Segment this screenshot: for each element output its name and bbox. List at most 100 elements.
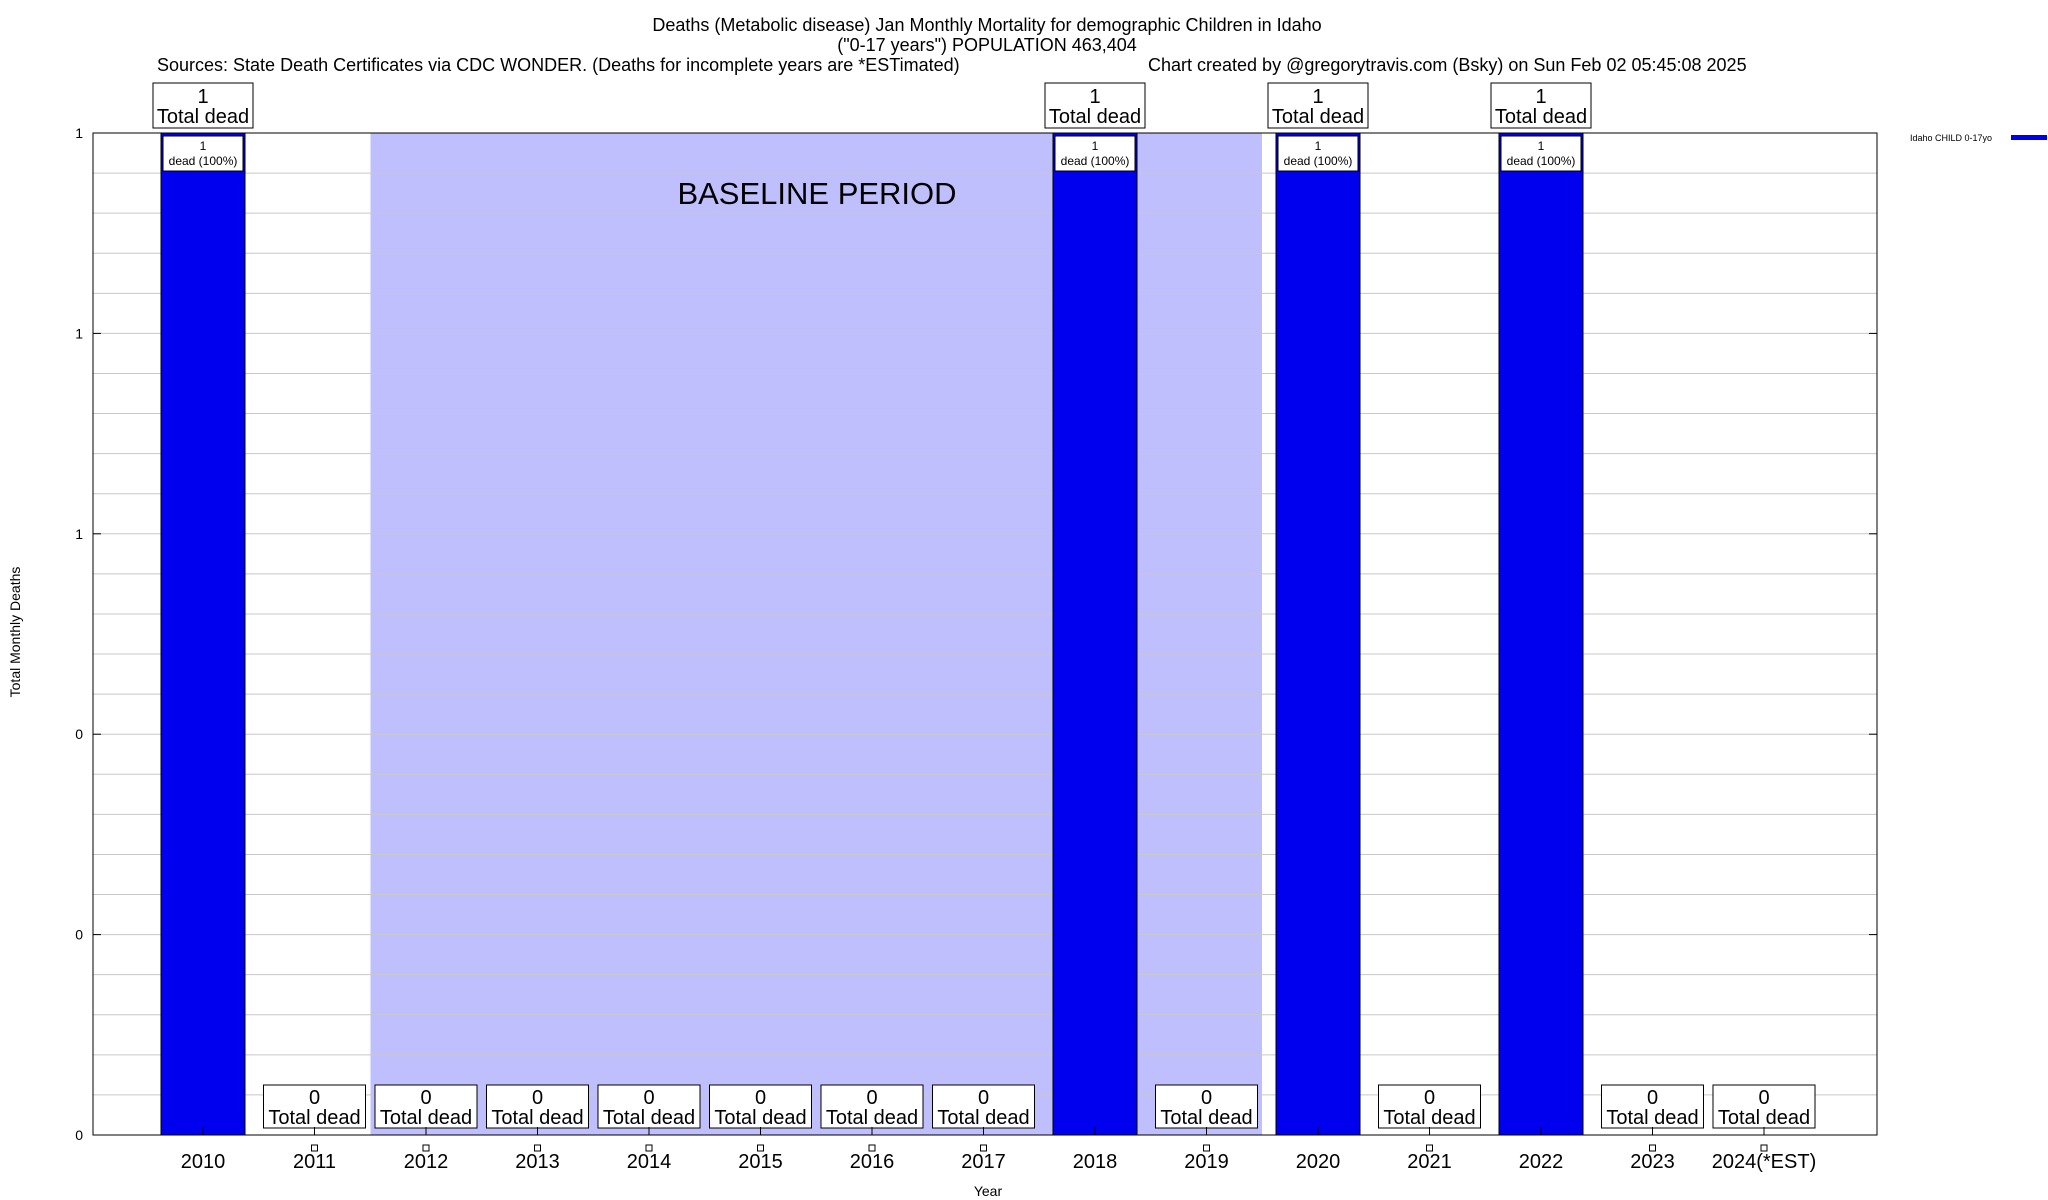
bar-inner-value: 1: [1092, 139, 1099, 153]
bar: [1275, 132, 1361, 1136]
bar-total-label-box: [486, 1084, 589, 1129]
x-tick-label: 2014: [627, 1151, 672, 1173]
x-tick-label: 2017: [961, 1151, 1006, 1173]
bar-inner-text: dead (100%): [1507, 154, 1576, 168]
bar-total-value: 0: [755, 1087, 766, 1109]
bar-total-value: 0: [978, 1087, 989, 1109]
bar-total-label-box: [820, 1084, 924, 1129]
bar-total-label-box: [1155, 1084, 1258, 1129]
x-tick-label: 2022: [1519, 1151, 1564, 1173]
bar-total-label-box: [709, 1084, 812, 1129]
bar-total-value: 0: [532, 1087, 543, 1109]
x-tick-label: 2012: [404, 1151, 449, 1173]
bar-total-text: Total dead: [1606, 1107, 1698, 1129]
bar-inner-value: 1: [1315, 139, 1322, 153]
zero-marker: [1649, 1144, 1656, 1152]
bar-total-label-box: [1378, 1084, 1481, 1129]
bar-total-text: Total dead: [714, 1107, 806, 1129]
bar-total-label-box: [597, 1084, 701, 1129]
legend: Idaho CHILD 0-17yo: [1910, 133, 2047, 143]
chart-credit: Chart created by @gregorytravis.com (Bsk…: [1148, 55, 1747, 75]
bar-total-value: 1: [197, 86, 208, 108]
bar-inner-label-box: [1500, 135, 1582, 172]
bar-total-value: 1: [1535, 86, 1546, 108]
bar-total-text: Total dead: [1495, 106, 1587, 128]
bar-total-label-box: [1601, 1084, 1704, 1129]
chart-title-line-2: ("0-17 years") POPULATION 463,404: [837, 35, 1137, 55]
x-tick-label: 2016: [850, 1151, 895, 1173]
bar-total-text: Total dead: [380, 1107, 472, 1129]
zero-marker: [757, 1144, 764, 1152]
zero-marker: [534, 1144, 541, 1152]
bar-total-value: 0: [866, 1087, 877, 1109]
x-tick-label: 2024(*EST): [1712, 1151, 1817, 1173]
x-tick-label: 2013: [515, 1151, 560, 1173]
bar-total-text: Total dead: [157, 106, 249, 128]
bar-inner-text: dead (100%): [169, 154, 238, 168]
bar-total-text: Total dead: [1049, 106, 1141, 128]
legend-entry-label: Idaho CHILD 0-17yo: [1910, 133, 1992, 143]
bar-total-label-box: [1712, 1084, 1816, 1129]
x-tick-label: 2021: [1407, 1151, 1452, 1173]
x-tick-label: 2010: [181, 1151, 226, 1173]
bar-inner-text: dead (100%): [1061, 154, 1130, 168]
x-tick-label: 2018: [1073, 1151, 1118, 1173]
y-tick-label: 1: [75, 325, 83, 341]
legend-swatch: [2011, 135, 2047, 140]
bar-total-value: 1: [1312, 86, 1323, 108]
bar-total-text: Total dead: [1272, 106, 1364, 128]
x-tick-label: 2019: [1184, 1151, 1229, 1173]
zero-marker: [645, 1144, 653, 1152]
zero-marker: [311, 1144, 318, 1152]
bar: [1052, 132, 1138, 1136]
bar-total-label-box: [1267, 82, 1369, 129]
bar-total-label-box: [152, 82, 254, 129]
zero-marker: [422, 1144, 430, 1152]
bar: [160, 132, 246, 1136]
bar-inner-label-box: [1277, 135, 1359, 172]
bar-total-label-box: [932, 1084, 1035, 1129]
bar-total-text: Total dead: [1160, 1107, 1252, 1129]
y-tick-label: 0: [75, 927, 83, 943]
y-tick-label: 0: [75, 726, 83, 742]
bar-total-text: Total dead: [937, 1107, 1029, 1129]
x-axis-label: Year: [974, 1183, 1003, 1199]
y-tick-label: 1: [75, 125, 83, 141]
y-tick-label: 0: [75, 1127, 83, 1143]
bar-inner-value: 1: [200, 139, 207, 153]
bar-total-text: Total dead: [1383, 1107, 1475, 1129]
bar-total-text: Total dead: [491, 1107, 583, 1129]
zero-marker: [1203, 1144, 1210, 1152]
bar-inner-label-box: [162, 135, 244, 172]
chart-sources: Sources: State Death Certificates via CD…: [157, 55, 960, 75]
zero-marker: [980, 1144, 987, 1152]
bar-inner-text: dead (100%): [1284, 154, 1353, 168]
bar-total-label-box: [374, 1084, 478, 1129]
plot-border: [92, 132, 1878, 1136]
baseline-label: BASELINE PERIOD: [677, 176, 956, 211]
bar-total-value: 0: [309, 1087, 320, 1109]
x-tick-label: 2015: [738, 1151, 783, 1173]
bar-total-text: Total dead: [1718, 1107, 1810, 1129]
bar-total-value: 0: [420, 1087, 431, 1109]
zero-marker: [868, 1144, 876, 1152]
zero-marker: [1426, 1144, 1433, 1152]
bar-total-label-box: [263, 1084, 366, 1129]
